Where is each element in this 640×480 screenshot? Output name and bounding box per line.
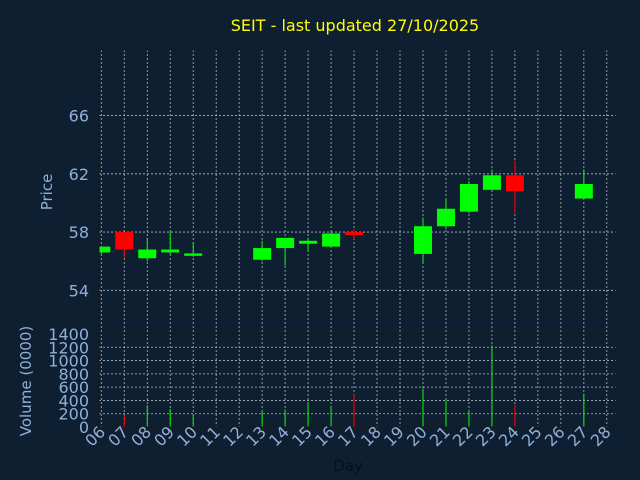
volume-tick-label: 0 [79,418,89,437]
volume-tick-label: 1000 [48,352,89,371]
candle-body [99,246,111,253]
candle-body [161,249,180,253]
price-grid [99,50,616,334]
candle-body [436,208,455,227]
price-panel-frame [98,49,617,335]
volume-bars [123,345,585,427]
candle-body [115,232,134,250]
x-axis-label: Day [333,457,363,475]
candle-body [299,240,318,244]
candle-body [253,248,272,260]
volume-tick-label: 200 [58,405,89,424]
price-axis-label: Price [38,174,56,211]
price-tick-label: 62 [69,165,89,184]
x-ticks: 0607080910111213141516171819202122232425… [81,422,614,450]
candle-body [482,175,501,190]
price-tick-label: 58 [69,223,89,242]
candle-body [505,175,524,192]
volume-axis-label: Volume (0000) [17,326,35,436]
candle-body [184,253,203,256]
candle-body [574,183,593,199]
candle-body [459,183,478,212]
price-tick-label: 54 [69,281,89,300]
candle-body [322,233,341,247]
candle-body [276,237,295,249]
chart-title: SEIT - last updated 27/10/2025 [231,16,479,35]
volume-grid [99,334,616,427]
volume-tick-label: 1400 [48,325,89,344]
volume-panel-frame [98,333,617,428]
candle-body [138,249,157,259]
volume-tick-label: 400 [58,391,89,410]
candles [99,160,593,266]
volume-tick-label: 600 [58,378,89,397]
price-ticks: 54 58 62 66 [69,107,99,300]
volume-tick-label: 1200 [48,338,89,357]
price-tick-label: 66 [69,107,89,126]
candle-body [345,232,364,235]
candle-body [413,226,432,254]
volume-tick-label: 800 [58,365,89,384]
